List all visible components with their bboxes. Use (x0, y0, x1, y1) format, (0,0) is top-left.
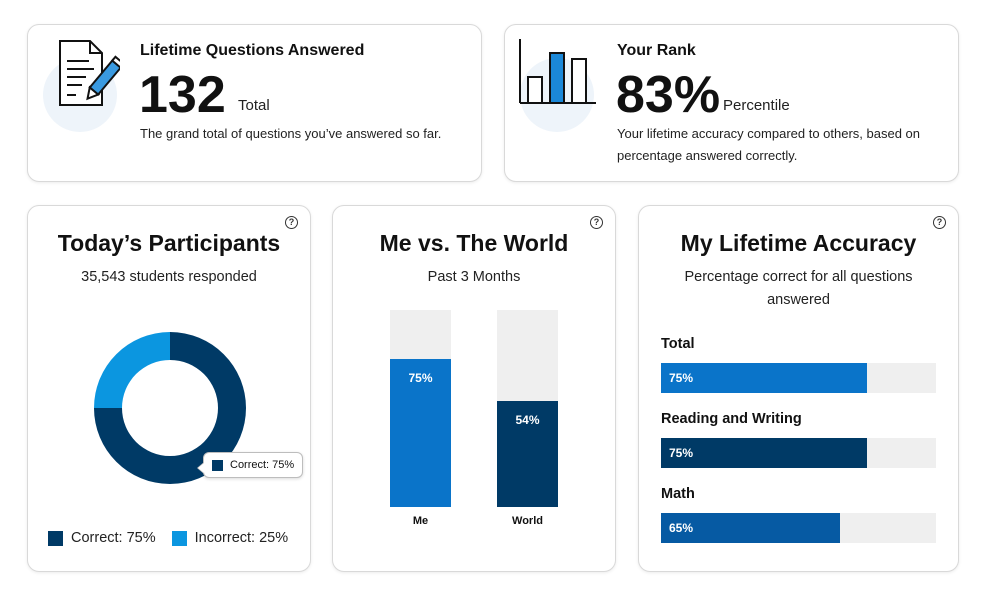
accuracy-title: My Lifetime Accuracy (680, 230, 917, 256)
bar-world[interactable]: 54% (497, 400, 558, 507)
donut-slice-correct[interactable] (94, 332, 246, 484)
questions-description: The grand total of questions you’ve answ… (140, 126, 442, 141)
accuracy-subtitle: Percentage correct for all questions ans… (684, 269, 913, 308)
legend-item-incorrect: Incorrect: 25% (171, 530, 289, 546)
donut-slice-incorrect[interactable] (94, 332, 170, 408)
help-icon[interactable]: ? (285, 216, 298, 229)
participants-legend: Correct: 75% Incorrect: 25% (48, 530, 300, 546)
rank-title: Your Rank (617, 42, 696, 59)
rank-percentile-value: 83% (616, 66, 721, 124)
help-icon[interactable]: ? (933, 216, 946, 229)
bar-chart-icon (519, 39, 596, 104)
accuracy-track-math: 65% (661, 513, 936, 543)
questions-title: Lifetime Questions Answered (140, 42, 365, 59)
participants-title: Today’s Participants (57, 230, 281, 256)
accuracy-bar-total[interactable]: 75% (661, 363, 868, 393)
questions-total-suffix: Total (238, 97, 270, 114)
accuracy-label-reading-and-writing: Reading and Writing (661, 411, 802, 427)
participants-subtitle: 35,543 students responded (81, 269, 257, 285)
todays-participants-card: ? Today’s Participants 35,543 students r… (27, 205, 311, 572)
tooltip-swatch (212, 459, 223, 471)
bar-track-me: 75% (390, 310, 451, 507)
world-subtitle: Past 3 Months (427, 269, 521, 285)
bar-category-label-me: Me (412, 515, 429, 527)
lifetime-accuracy-card: ? My Lifetime Accuracy Percentage correc… (638, 205, 959, 572)
accuracy-track-reading-and-writing: 75% (661, 438, 936, 468)
tooltip-arrow (197, 462, 204, 474)
participants-donut-chart (94, 332, 246, 484)
bar-value-label-world: 54% (515, 412, 540, 427)
me-vs-world-bar-chart: 75% Me 54% World (333, 206, 617, 573)
lifetime-questions-card: Lifetime Questions Answered 132 Total Th… (27, 24, 482, 182)
accuracy-label-total: Total (661, 336, 695, 352)
accuracy-bar-math[interactable]: 65% (661, 513, 840, 543)
questions-total-value: 132 (139, 66, 226, 124)
bar-track-world: 54% (497, 310, 558, 507)
bar-value-label-me: 75% (408, 371, 433, 386)
help-icon[interactable]: ? (590, 216, 603, 229)
document-pencil-icon (59, 40, 120, 106)
accuracy-track-total: 75% (661, 363, 936, 393)
bar-me[interactable]: 75% (390, 359, 451, 507)
legend-swatch-correct (48, 530, 63, 546)
accuracy-value-label-reading-and-writing: 75% (669, 446, 694, 460)
donut-tooltip: Correct: 75% (197, 452, 304, 478)
rank-percentile-suffix: Percentile (723, 97, 790, 114)
accuracy-bar-reading-and-writing[interactable]: 75% (661, 438, 868, 468)
legend-swatch-incorrect (171, 530, 187, 546)
bar-category-label-world: World (512, 515, 543, 527)
your-rank-card: Your Rank 83% Percentile Your lifetime a… (504, 24, 959, 182)
accuracy-label-math: Math (661, 486, 695, 502)
rank-description: Your lifetime accuracy compared to other… (617, 126, 921, 163)
accuracy-value-label-total: 75% (669, 371, 694, 385)
legend-item-correct: Correct: 75% (48, 530, 156, 546)
world-title: Me vs. The World (379, 230, 569, 256)
accuracy-value-label-math: 65% (669, 521, 694, 535)
legend-label-correct: Correct: 75% (71, 530, 156, 546)
me-vs-world-card: ? Me vs. The World Past 3 Months 75% Me 54… (332, 205, 616, 572)
tooltip-text: Correct: 75% (230, 459, 295, 471)
legend-label-incorrect: Incorrect: 25% (194, 530, 289, 546)
